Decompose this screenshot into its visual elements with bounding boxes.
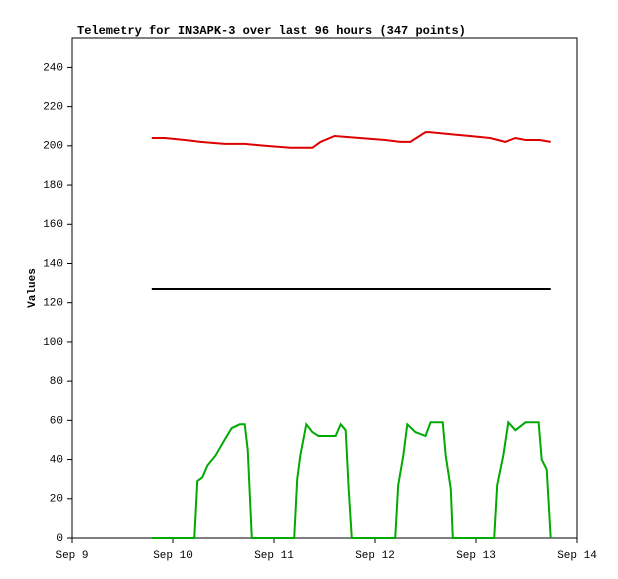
x-tick-label: Sep 11 [254, 550, 294, 562]
y-tick-label: 180 [43, 180, 63, 192]
y-tick-label: 140 [43, 258, 63, 270]
series-line [151, 420, 552, 539]
y-tick-label: 200 [43, 141, 63, 153]
y-tick-label: 220 [43, 102, 63, 114]
y-tick-label: 60 [50, 415, 63, 427]
y-tick-label: 160 [43, 219, 63, 231]
x-tick-label: Sep 9 [55, 550, 88, 562]
y-tick-label: 0 [56, 533, 63, 545]
y-axis-label: Values [27, 268, 39, 308]
x-tick-label: Sep 13 [456, 550, 496, 562]
y-tick-label: 100 [43, 337, 63, 349]
x-tick-label: Sep 12 [355, 550, 395, 562]
chart-title: Telemetry for IN3APK-3 over last 96 hour… [77, 24, 466, 38]
x-tick-label: Sep 14 [557, 550, 597, 562]
x-tick-label: Sep 10 [153, 550, 193, 562]
plot-frame [71, 37, 578, 539]
series-line [151, 131, 551, 149]
y-tick-label: 20 [50, 494, 63, 506]
y-tick-label: 40 [50, 454, 63, 466]
y-tick-label: 120 [43, 298, 63, 310]
y-tick-label: 240 [43, 62, 63, 74]
y-tick-label: 80 [50, 376, 63, 388]
